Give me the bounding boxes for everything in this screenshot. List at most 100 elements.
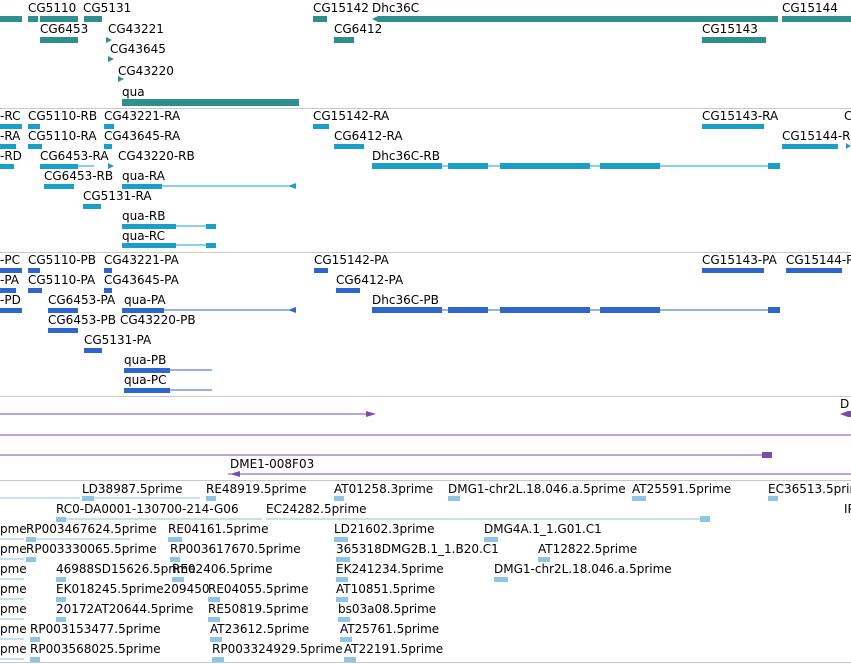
protein-label[interactable]: Dhc36C-PB	[372, 293, 439, 307]
protein-label[interactable]: qua-PC	[124, 373, 167, 387]
transcript-label[interactable]: Dhc36C-RB	[372, 149, 440, 163]
cds[interactable]	[0, 288, 16, 293]
est-label[interactable]: EC36513.5prime	[768, 482, 851, 496]
protein-label[interactable]: qua-PA	[124, 293, 166, 307]
transcript-label[interactable]: qua-RA	[122, 169, 165, 183]
exon[interactable]	[122, 184, 162, 189]
exon-arrow[interactable]	[288, 183, 296, 189]
cds[interactable]	[48, 308, 78, 313]
est-label[interactable]: RP003153477.5prime	[30, 622, 161, 636]
exon[interactable]	[0, 164, 14, 169]
protein-label[interactable]: CG15142-PA	[314, 253, 389, 267]
est-label[interactable]: RP003330065.5prime	[26, 542, 157, 556]
est-label[interactable]: RP003568025.5prime	[30, 642, 161, 656]
est-label[interactable]: pme	[0, 622, 27, 636]
cds[interactable]	[0, 308, 22, 313]
protein-label[interactable]: CG43221-PA	[104, 253, 179, 267]
est-label[interactable]: 20172AT20644.5prime	[56, 602, 194, 616]
exon[interactable]	[83, 204, 101, 209]
protein-label[interactable]: CG5110-PB	[28, 253, 97, 267]
transcript-label[interactable]: CG43221-RA	[104, 109, 181, 123]
cds[interactable]	[314, 268, 328, 273]
protein-label[interactable]: CG6453-PB	[48, 313, 117, 327]
gene-label[interactable]: CG15142	[313, 1, 369, 15]
gene-bar[interactable]	[122, 99, 299, 106]
cds[interactable]	[336, 288, 360, 293]
gene-arrow[interactable]	[118, 76, 124, 82]
exon[interactable]	[334, 144, 364, 149]
exon[interactable]	[0, 144, 16, 149]
est-label[interactable]: LD38987.5prime	[82, 482, 183, 496]
gene-label[interactable]: CG43221	[108, 22, 164, 36]
est-label[interactable]: pme	[0, 602, 27, 616]
protein-label[interactable]: CG15143-PA	[702, 253, 777, 267]
transcript-label[interactable]: qua-RB	[122, 209, 166, 223]
protein-label[interactable]: CG43645-PA	[104, 273, 179, 287]
cdna-label[interactable]: DME1-008F03	[230, 457, 315, 471]
est-label[interactable]: RE50819.5prime	[208, 602, 309, 616]
protein-label[interactable]: CG15144-P	[786, 253, 851, 267]
exon[interactable]	[206, 243, 216, 248]
transcript-label[interactable]: CG43645-RA	[104, 129, 181, 143]
gene-label[interactable]: CG5110	[28, 1, 77, 15]
est-label[interactable]: pme	[0, 642, 27, 656]
est-label[interactable]: RE48919.5prime	[206, 482, 307, 496]
exon[interactable]	[0, 124, 22, 129]
est-label[interactable]: AT01258.3prime	[334, 482, 434, 496]
est-label[interactable]: IP	[844, 502, 851, 516]
cds[interactable]	[768, 307, 780, 313]
est-label[interactable]: RC0-DA0001-130700-214-G06	[56, 502, 239, 516]
exon[interactable]	[104, 124, 114, 129]
transcript-label[interactable]: CG15143-RA	[702, 109, 779, 123]
protein-label[interactable]: CG5131-PA	[84, 333, 152, 347]
gene-bar[interactable]	[40, 16, 78, 22]
cds-arrow[interactable]	[288, 307, 296, 313]
exon[interactable]	[28, 124, 40, 129]
est-label[interactable]: EK241234.5prime	[336, 562, 444, 576]
transcript-label[interactable]: -RC	[0, 109, 21, 123]
gene-label[interactable]: CG15144	[782, 1, 838, 15]
est-label[interactable]: 46988SD15626.5prime	[56, 562, 196, 576]
cdna-arrow[interactable]	[230, 471, 240, 477]
est-label[interactable]: AT25761.5prime	[340, 622, 440, 636]
transcript-label[interactable]: C	[844, 109, 851, 123]
est-label[interactable]: AT10851.5prime	[336, 582, 436, 596]
cds[interactable]	[124, 368, 170, 373]
gene-label[interactable]: CG6412	[334, 22, 383, 36]
cds[interactable]	[786, 268, 842, 273]
exon[interactable]	[40, 164, 78, 169]
est-label[interactable]: AT22191.5prime	[344, 642, 444, 656]
cds[interactable]	[0, 268, 22, 273]
gene-label[interactable]: CG43645	[110, 42, 166, 56]
est-label[interactable]: RE04055.5prime	[208, 582, 309, 596]
est-label[interactable]: pme	[0, 582, 27, 596]
cdna-label[interactable]: D	[840, 397, 850, 411]
exon[interactable]	[600, 163, 660, 169]
gene-label[interactable]: CG5131	[83, 1, 132, 15]
exon[interactable]	[206, 224, 216, 229]
gene-bar[interactable]	[40, 37, 78, 43]
gene-bar[interactable]	[372, 16, 778, 22]
exon[interactable]	[768, 163, 780, 169]
cds[interactable]	[702, 268, 764, 273]
gene-label[interactable]: CG6453	[40, 22, 89, 36]
transcript-label[interactable]: CG6453-RB	[44, 169, 114, 183]
transcript-label[interactable]: CG15142-RA	[313, 109, 390, 123]
cds[interactable]	[500, 307, 590, 313]
protein-label[interactable]: -PA	[0, 273, 20, 287]
est-label[interactable]: DMG1-chr2L.18.046.a.5prime	[494, 562, 672, 576]
gene-bar[interactable]	[334, 37, 354, 43]
transcript-label[interactable]: -RA	[0, 129, 21, 143]
gene-bar[interactable]	[782, 16, 851, 22]
est-label[interactable]: pme	[0, 542, 27, 556]
cds[interactable]	[122, 308, 164, 313]
transcript-label[interactable]: CG15144-R	[782, 129, 851, 143]
protein-label[interactable]: qua-PB	[124, 353, 167, 367]
exon[interactable]	[702, 124, 764, 129]
exon[interactable]	[44, 184, 74, 189]
gene-bar[interactable]	[28, 16, 38, 22]
exon[interactable]	[313, 124, 329, 129]
gene-label[interactable]: CG43220	[118, 64, 174, 78]
transcript-label[interactable]: CG5131-RA	[83, 189, 152, 203]
est-label[interactable]: RP003324929.5prime	[212, 642, 343, 656]
